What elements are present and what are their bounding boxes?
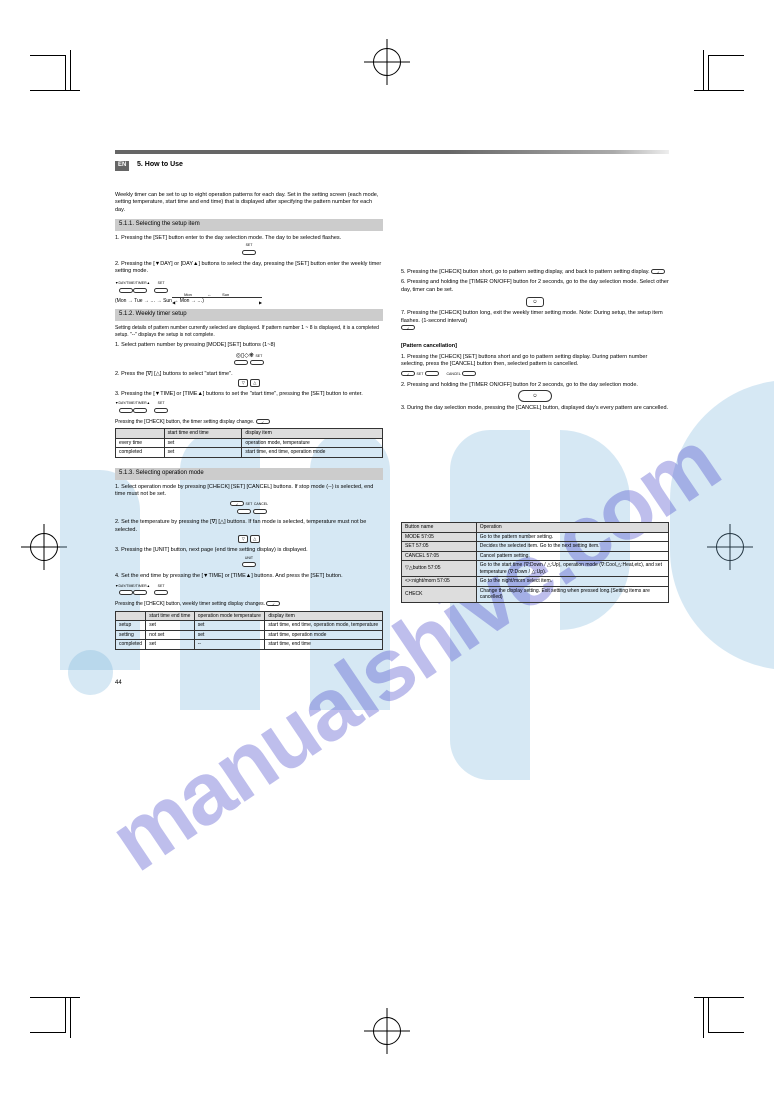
check-button-icon: ✓ — [230, 501, 244, 506]
step-text: 1. Pressing the [SET] button enter to th… — [115, 235, 383, 258]
timer-onoff-icon: ⏻ — [518, 390, 551, 402]
language-badge: EN — [115, 161, 129, 171]
registration-mark — [30, 533, 58, 561]
crop-mark — [709, 55, 744, 56]
table-3: Button nameOperation MODE 57:05Go to the… — [401, 522, 669, 603]
section-title: 5. How to Use — [137, 161, 183, 168]
crop-mark — [694, 997, 744, 998]
set-button-icon — [154, 408, 168, 413]
crop-mark — [694, 90, 744, 91]
set-button-icon — [250, 360, 264, 365]
page-content: EN 5. How to Use Weekly timer can be set… — [115, 150, 669, 687]
set-button-icon — [154, 590, 168, 595]
note-text: Pressing the [CHECK] button, the timer s… — [115, 419, 383, 426]
crop-mark — [30, 1032, 65, 1033]
crop-mark — [30, 55, 65, 56]
day-down-icon — [119, 288, 133, 293]
step-text: 4. Set the end time by pressing the [▼TI… — [115, 573, 383, 598]
time-down-icon — [119, 590, 133, 595]
crop-mark — [703, 50, 704, 90]
registration-mark — [716, 533, 744, 561]
registration-mark — [373, 1017, 401, 1045]
step-text: 5. Pressing the [CHECK] button short, go… — [401, 269, 669, 277]
down-button-icon: ▽ — [238, 379, 248, 387]
subsection-header: 5.1.3. Selecting operation mode — [115, 468, 383, 480]
registration-mark — [373, 48, 401, 76]
cancel-button-icon — [462, 371, 476, 376]
crop-mark — [70, 50, 71, 90]
step-text: 2. Pressing and holding the [TIMER ON/OF… — [401, 382, 669, 402]
right-column: 5. Pressing the [CHECK] button short, go… — [401, 189, 669, 650]
timer-onoff-icon: ⏻ — [526, 297, 543, 307]
step-text: 7. Pressing the [CHECK] button long, exi… — [401, 310, 669, 333]
subsection-title: [Pattern cancellation] — [401, 343, 669, 351]
header-divider — [115, 150, 669, 154]
crop-mark — [709, 1032, 744, 1033]
note-text: Pressing the [CHECK] button, weekly time… — [115, 601, 383, 608]
crop-mark — [703, 998, 704, 1038]
cancel-button-icon — [253, 509, 267, 514]
crop-mark — [708, 998, 709, 1033]
time-up-icon — [133, 590, 147, 595]
up-button-icon: △ — [250, 379, 260, 387]
step-text: 1. Select pattern number by pressing [MO… — [115, 342, 383, 368]
step-text: 6. Pressing and holding the [TIMER ON/OF… — [401, 279, 669, 307]
step-text: 2. Pressing the [▼DAY] or [DAY▲] buttons… — [115, 261, 383, 305]
step-text: 3. Pressing the [▼TIME] or [TIME▲] butto… — [115, 391, 383, 416]
check-button-icon: ✓ — [401, 371, 415, 376]
intro-text: Setting details of pattern number curren… — [115, 325, 383, 339]
step-text: 2. Press the [∇] [△] buttons to select "… — [115, 371, 383, 388]
crop-mark — [65, 55, 66, 90]
crop-mark — [30, 90, 80, 91]
subsection-header: 5.1.1. Selecting the setup item — [115, 219, 383, 231]
step-text: 1. Select operation mode by pressing [CH… — [115, 484, 383, 517]
crop-mark — [70, 998, 71, 1038]
step-text: 1. Pressing the [CHECK] [SET] buttons sh… — [401, 354, 669, 379]
check-button-icon: ✓ — [266, 601, 280, 606]
crop-mark — [65, 998, 66, 1033]
check-button-icon: ✓ — [651, 269, 665, 274]
mode-button-icon — [234, 360, 248, 365]
crop-mark — [30, 997, 80, 998]
down-button-icon: ▽ — [238, 535, 248, 543]
unit-button-icon — [242, 562, 256, 567]
time-down-icon — [119, 408, 133, 413]
cycle-text: (Mon → Tue → … → Sun → Mon → …) — [115, 298, 383, 305]
up-button-icon: △ — [250, 535, 260, 543]
set-button-icon — [237, 509, 251, 514]
step-text: 2. Set the temperature by pressing the [… — [115, 519, 383, 544]
step-text: 3. Pressing the [UNIT] button, next page… — [115, 547, 383, 570]
set-button-icon — [242, 250, 256, 255]
table-1: start time end timedisplay item every ti… — [115, 428, 383, 458]
set-button-icon — [154, 288, 168, 293]
time-up-icon — [133, 408, 147, 413]
check-button-icon: ✓ — [401, 325, 415, 330]
left-column: Weekly timer can be set to up to eight o… — [115, 189, 383, 650]
subsection-header: 5.1.2. Weekly timer setup — [115, 309, 383, 321]
intro-text: Weekly timer can be set to up to eight o… — [115, 192, 383, 215]
table-2: start time end timeoperation mode temper… — [115, 611, 383, 650]
crop-mark — [708, 55, 709, 90]
step-text: 3. During the day selection mode, pressi… — [401, 405, 669, 413]
day-up-icon — [133, 288, 147, 293]
day-cycle-diagram: ◀Mon↔Sun▶ — [172, 278, 262, 298]
page-number: 44 — [115, 680, 669, 688]
check-button-icon: ✓ — [256, 419, 270, 424]
set-button-icon — [425, 371, 439, 376]
